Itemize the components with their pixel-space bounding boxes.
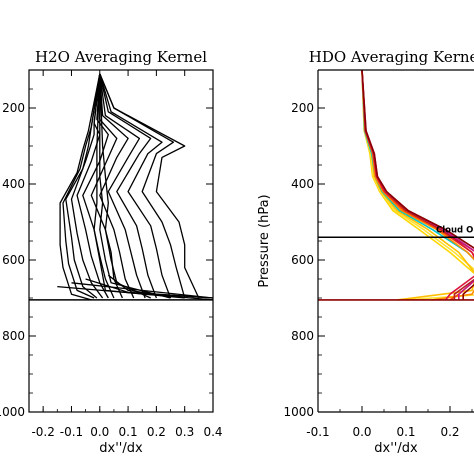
h2o-kernel-line-20 [57,285,213,301]
h2o-x-tick-label: -0.2 [31,425,54,439]
h2o-y-tick-label: 600 [2,253,25,267]
h2o-kernel-line-12 [62,73,101,299]
h2o-kernel-line-14 [99,73,151,299]
h2o-kernel-line-10 [70,73,104,299]
hdo-y-tick-label: 400 [291,177,314,191]
h2o-kernel-line-5 [99,73,146,299]
h2o-kernel-panel: H2O Averaging Kernel -0.2 -0.1 0.0 0.1 0.2 0.… [0,48,223,456]
h2o-y-tick-label: 800 [2,329,25,343]
hdo-x-ticks: -0.1 0.0 0.1 0.2 [306,406,473,439]
hdo-kernel-line-10 [361,70,474,300]
h2o-chart-title: H2O Averaging Kernel [35,48,207,66]
hdo-x-tick-label: -0.1 [306,425,329,439]
h2o-x-tick-label: 0.3 [175,425,194,439]
h2o-kernel-lines [57,73,213,301]
h2o-kernel-line-2 [99,73,186,299]
h2o-x-tick-label: 0.2 [147,425,166,439]
h2o-kernel-line-8 [82,73,115,299]
h2o-kernel-line-19 [71,282,213,299]
h2o-kernel-line-3 [99,73,172,299]
h2o-kernel-line-9 [76,73,109,299]
h2o-kernel-line-13 [59,73,101,301]
h2o-x-tick-label: -0.1 [60,425,83,439]
hdo-y-ticks: 200 400 600 800 1000 [283,88,325,419]
hdo-y-axis-label: Pressure (hPa) [257,194,272,287]
hdo-chart-title: HDO Averaging Kernel [309,48,474,66]
hdo-x-tick-label: 0.0 [352,425,371,439]
hdo-y-tick-label: 600 [291,253,314,267]
h2o-y-tick-label: 1000 [0,405,25,419]
hdo-kernel-line-5 [361,70,474,301]
hdo-x-axis-label: dx''/dx [374,441,418,456]
hdo-x-tick-label: 0.2 [440,425,459,439]
h2o-kernel-line-6 [99,73,135,299]
hdo-cloud-annotation: Cloud OD = 0 [436,225,474,235]
h2o-y-tick-label: 400 [2,177,25,191]
hdo-y-tick-label: 800 [291,329,314,343]
hdo-y-tick-label: 200 [291,101,314,115]
h2o-x-ticks: -0.2 -0.1 0.0 0.1 0.2 0.3 0.4 [28,70,223,439]
h2o-plot-frame [28,69,214,413]
h2o-x-tick-label: 0.1 [119,425,138,439]
hdo-y-tick-label: 1000 [283,405,314,419]
h2o-y-tick-label: 200 [2,101,25,115]
hdo-kernel-lines [318,70,474,301]
h2o-kernel-line-4 [99,73,158,299]
h2o-x-axis-label: dx''/dx [99,441,143,456]
h2o-y-ticks: 200 400 600 800 1000 [0,88,213,419]
h2o-kernel-line-1 [99,73,200,299]
hdo-x-tick-label: 0.1 [396,425,415,439]
h2o-kernel-line-11 [65,73,101,299]
h2o-kernel-line-15 [99,73,171,299]
h2o-x-tick-label: 0.4 [203,425,222,439]
h2o-x-tick-label: 0.0 [90,425,109,439]
hdo-kernel-panel: HDO Averaging Kernel Cloud OD = 0 -0.1 0.… [257,48,474,456]
